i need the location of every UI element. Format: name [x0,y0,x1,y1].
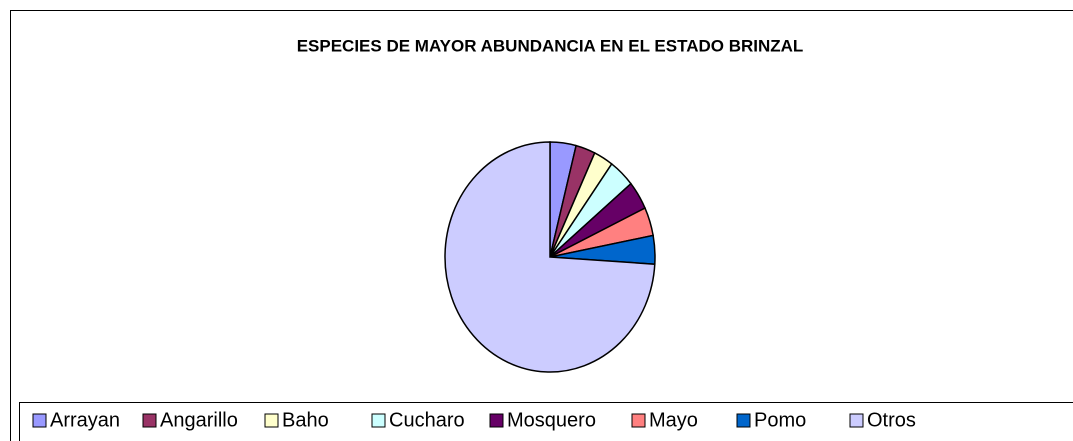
legend-label: Otros [867,409,916,431]
legend-label: Cucharo [389,409,465,431]
legend-swatch [631,413,646,428]
legend-label: Baho [282,409,329,431]
legend-swatch [849,413,864,428]
legend-swatch [371,413,386,428]
legend-label: Angarillo [160,409,238,431]
legend-label: Pomo [754,409,806,431]
legend-swatch [489,413,504,428]
legend-label: Mayo [649,409,698,431]
legend-label: Mosquero [507,409,596,431]
legend-swatch [264,413,279,428]
legend-label: Arrayan [50,409,120,431]
legend-swatch [32,413,47,428]
legend-swatch [142,413,157,428]
pie-slice [444,141,656,373]
legend-swatch [736,413,751,428]
chart-title: ESPECIES DE MAYOR ABUNDANCIA EN EL ESTAD… [297,36,804,55]
legend-box [19,402,1073,441]
